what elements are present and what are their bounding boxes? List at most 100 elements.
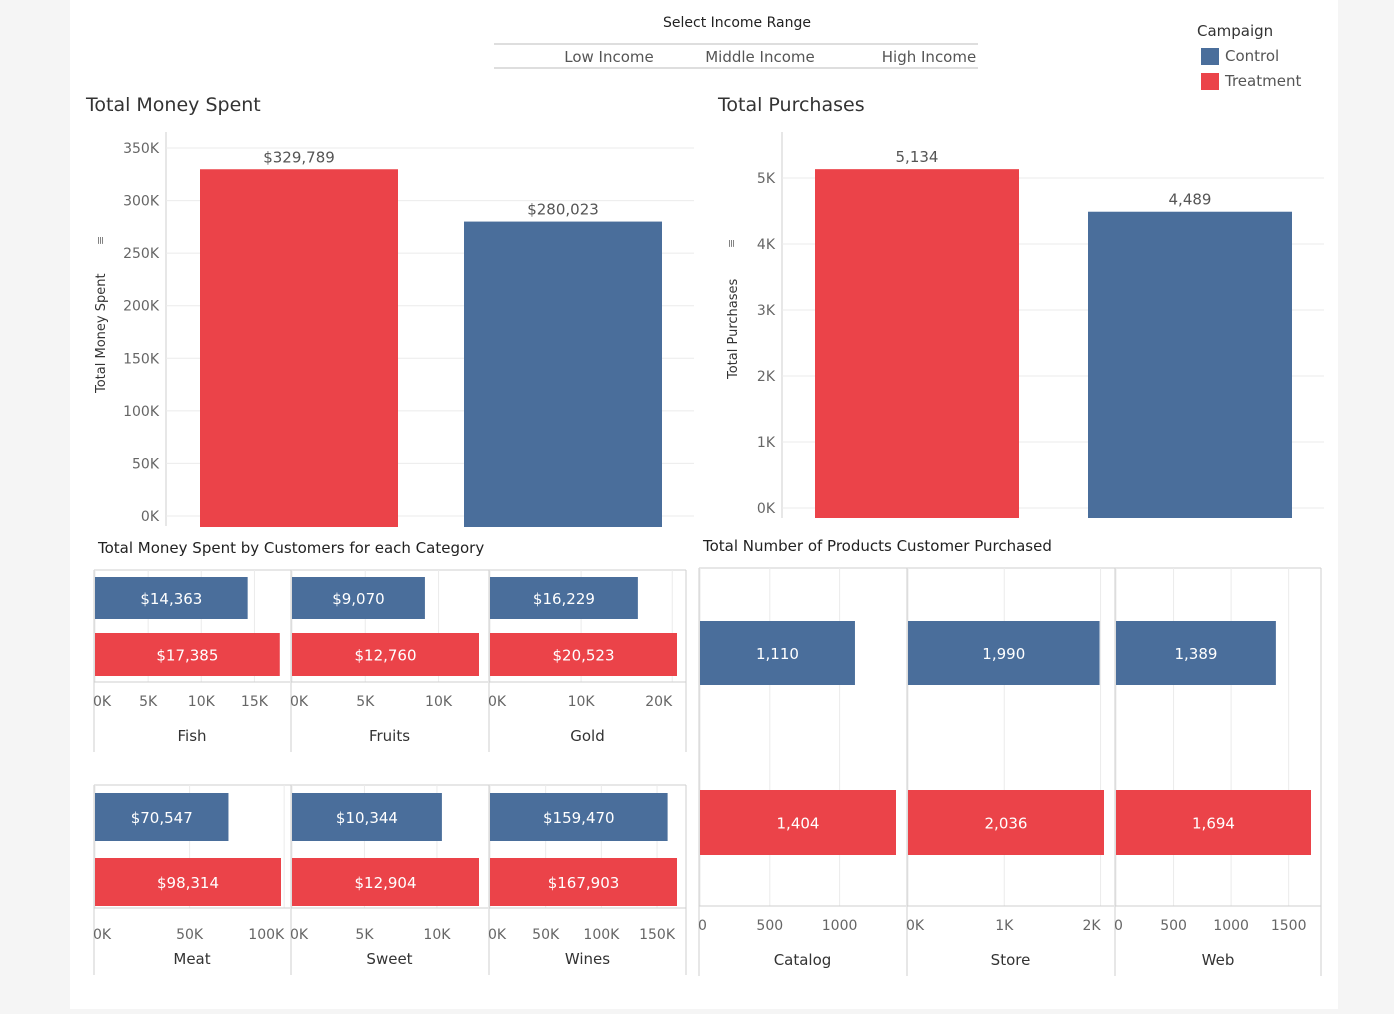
- category-wines-x-tick-label: 0K: [488, 927, 507, 943]
- category-sweet-bar-treatment: [292, 858, 479, 906]
- channel-store-value-label-treatment: 2,036: [985, 815, 1028, 833]
- purchases-y-tick-label: 1K: [757, 435, 776, 451]
- money-y-tick-label: 150K: [123, 351, 160, 367]
- channel-web-x-tick-label: 1500: [1271, 918, 1307, 934]
- money-y-axis-label: Total Money Spent: [94, 273, 109, 394]
- channel-web-x-tick-label: 0: [1114, 918, 1123, 934]
- category-wines-x-tick-label: 50K: [532, 927, 560, 943]
- money-value-label-control: $280,023: [527, 201, 599, 219]
- purchases-value-label-treatment: 5,134: [896, 148, 939, 166]
- category-fruits-category-label: Fruits: [369, 727, 410, 745]
- category-sweet-bar-control: [292, 793, 442, 841]
- category-fruits-x-tick-label: 0K: [290, 694, 309, 710]
- purchases-sort-icon[interactable]: ≡: [725, 239, 738, 248]
- channel-web-x-tick-label: 1000: [1213, 918, 1249, 934]
- category-wines-value-label-treatment: $167,903: [548, 874, 620, 892]
- legend-label-control[interactable]: Control: [1225, 47, 1279, 65]
- category-meat-x-tick-label: 0K: [93, 927, 112, 943]
- dashboard-canvas: Select Income Range Low Income Middle In…: [85, 15, 1324, 976]
- channel-purchases-chart: Total Number of Products Customer Purcha…: [698, 537, 1322, 976]
- category-chart-title: Total Money Spent by Customers for each …: [97, 539, 484, 557]
- category-fruits-bar-control: [292, 577, 425, 619]
- channel-catalog-x-tick-label: 1000: [822, 918, 858, 934]
- category-sweet-x-tick-label: 0K: [290, 927, 309, 943]
- purchases-y-tick-label: 2K: [757, 369, 776, 385]
- category-wines-x-tick-label: 100K: [583, 927, 620, 943]
- campaign-legend[interactable]: Campaign Control Treatment: [1197, 22, 1301, 90]
- category-fruits-bar-treatment: [292, 633, 479, 676]
- channel-store-value-label-control: 1,990: [982, 645, 1025, 663]
- purchases-y-tick-label: 3K: [757, 303, 776, 319]
- total-purchases-chart: Total Purchases Total Purchases ≡ 0K 1K 2K…: [717, 94, 1324, 518]
- channel-web-value-label-control: 1,389: [1174, 645, 1217, 663]
- channel-web-value-label-treatment: 1,694: [1192, 815, 1235, 833]
- purchases-chart-title: Total Purchases: [717, 94, 865, 116]
- channel-catalog-bar-control: [700, 621, 855, 685]
- category-fish-bar-treatment: [95, 633, 280, 676]
- channel-chart-title: Total Number of Products Customer Purcha…: [702, 537, 1052, 555]
- total-money-spent-chart: Total Money Spent Total Money Spent ≡ 0K…: [85, 94, 694, 528]
- category-wines-value-label-control: $159,470: [543, 809, 615, 827]
- category-meat-value-label-control: $70,547: [131, 809, 193, 827]
- channel-web-bar-treatment: [1116, 790, 1311, 855]
- money-sort-icon[interactable]: ≡: [94, 236, 107, 245]
- channel-catalog-x-tick-label: 0: [698, 918, 707, 934]
- dashboard: Select Income Range Low Income Middle In…: [70, 0, 1338, 1009]
- category-gold-bar-control: [490, 577, 638, 619]
- purchases-y-tick-label: 5K: [757, 171, 776, 187]
- category-sweet-value-label-treatment: $12,904: [354, 874, 416, 892]
- category-gold-value-label-treatment: $20,523: [552, 647, 614, 665]
- category-sweet-value-label-control: $10,344: [336, 809, 398, 827]
- purchases-y-axis-label: Total Purchases: [726, 278, 741, 380]
- category-gold-value-label-control: $16,229: [533, 590, 595, 608]
- money-y-tick-label: 250K: [123, 246, 160, 262]
- category-wines-bar-control: [490, 793, 668, 841]
- category-fish-x-tick-label: 0K: [93, 694, 112, 710]
- category-gold-x-tick-label: 0K: [488, 694, 507, 710]
- channel-web-x-tick-label: 500: [1160, 918, 1187, 934]
- category-fish-value-label-treatment: $17,385: [156, 647, 218, 665]
- money-bar-treatment: [200, 169, 398, 527]
- category-meat-value-label-treatment: $98,314: [157, 874, 219, 892]
- category-spend-chart: Total Money Spent by Customers for each …: [93, 539, 687, 975]
- filter-option-middle-income[interactable]: Middle Income: [705, 48, 815, 66]
- category-sweet-x-tick-label: 5K: [355, 927, 374, 943]
- channel-catalog-bar-treatment: [700, 790, 896, 855]
- money-value-label-treatment: $329,789: [263, 148, 335, 166]
- purchases-bar-treatment: [815, 169, 1019, 518]
- channel-store-bar-treatment: [908, 790, 1104, 855]
- channel-catalog-value-label-treatment: 1,404: [777, 815, 820, 833]
- purchases-bar-control: [1088, 211, 1292, 518]
- category-meat-bar-treatment: [95, 858, 281, 906]
- filter-option-low-income[interactable]: Low Income: [564, 48, 654, 66]
- legend-label-treatment[interactable]: Treatment: [1224, 72, 1301, 90]
- category-fruits-x-tick-label: 10K: [425, 694, 453, 710]
- channel-catalog-x-tick-label: 500: [756, 918, 783, 934]
- category-sweet-x-tick-label: 10K: [423, 927, 451, 943]
- filter-option-high-income[interactable]: High Income: [882, 48, 976, 66]
- category-fish-value-label-control: $14,363: [140, 590, 202, 608]
- category-fish-x-tick-label: 10K: [188, 694, 216, 710]
- money-y-tick-label: 50K: [132, 456, 160, 472]
- income-filter[interactable]: Select Income Range Low Income Middle In…: [494, 15, 978, 69]
- legend-title: Campaign: [1197, 22, 1273, 40]
- money-y-tick-label: 100K: [123, 404, 160, 420]
- purchases-y-tick-label: 0K: [757, 501, 776, 517]
- channel-catalog-value-label-control: 1,110: [756, 645, 799, 663]
- channel-catalog-category-label: Catalog: [774, 951, 832, 969]
- category-wines-category-label: Wines: [565, 950, 610, 968]
- purchases-y-tick-label: 4K: [757, 237, 776, 253]
- category-fish-bar-control: [95, 577, 248, 619]
- category-wines-x-tick-label: 150K: [639, 927, 676, 943]
- category-gold-x-tick-label: 20K: [645, 694, 673, 710]
- category-fruits-value-label-treatment: $12,760: [354, 647, 416, 665]
- money-y-tick-label: 350K: [123, 141, 160, 157]
- category-gold-bar-treatment: [490, 633, 677, 676]
- category-fish-x-tick-label: 15K: [241, 694, 269, 710]
- money-bar-control: [464, 221, 662, 528]
- channel-web-category-label: Web: [1202, 951, 1235, 969]
- category-fruits-value-label-control: $9,070: [332, 590, 385, 608]
- channel-store-bar-control: [908, 621, 1100, 685]
- category-wines-bar-treatment: [490, 858, 677, 906]
- money-y-tick-label: 300K: [123, 194, 160, 210]
